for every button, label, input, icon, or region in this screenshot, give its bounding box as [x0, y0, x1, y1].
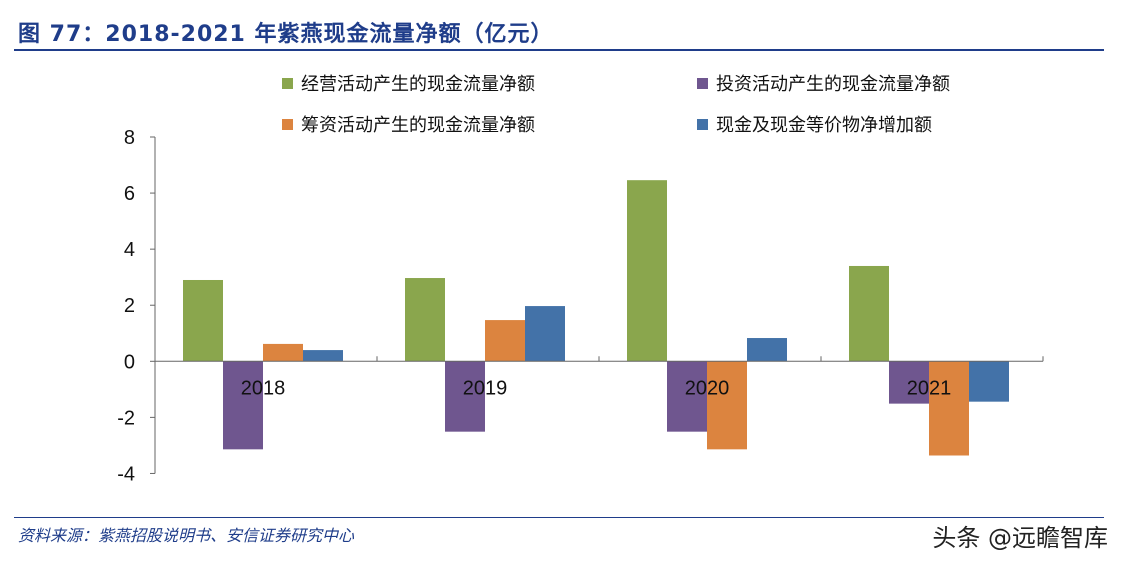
legend-swatch: [282, 118, 293, 130]
legend-swatch: [697, 77, 708, 89]
bar-2021-series-3: [969, 361, 1009, 402]
x-tick-label: 2019: [463, 377, 508, 399]
bar-2021-series-2: [929, 361, 969, 456]
bar-2018-series-2: [263, 343, 303, 362]
x-tick-label: 2018: [241, 377, 286, 399]
legend-swatch: [697, 118, 708, 130]
bar-2019-series-0: [405, 278, 445, 362]
bar-2020-series-0: [627, 180, 667, 362]
bar-2021-series-1: [889, 361, 929, 404]
bar-2020-series-1: [667, 361, 707, 432]
y-tick-label: 6: [124, 183, 135, 205]
source-note: 资料来源：紫燕招股说明书、安信证券研究中心: [18, 526, 355, 545]
bar-2018-series-3: [303, 350, 343, 362]
bar-2020-series-3: [747, 338, 787, 362]
y-tick-label: -4: [117, 463, 135, 485]
bar-2019-series-3: [525, 306, 565, 362]
x-tick-label: 2021: [907, 377, 952, 399]
legend-swatch: [282, 77, 293, 89]
cash-flow-bar-chart: -4 -2 0 2 4 6 8 2018 2019 2020 2021: [117, 127, 1044, 485]
bar-2018-series-1: [223, 361, 263, 450]
bar-2018-series-0: [183, 279, 223, 362]
legend-label: 筹资活动产生的现金流量净额: [301, 115, 535, 136]
legend-item: 现金及现金等价物净增加额: [697, 111, 932, 137]
source-divider: [14, 517, 1104, 518]
legend-label: 投资活动产生的现金流量净额: [716, 74, 950, 95]
bar-2020-series-2: [707, 361, 747, 450]
figure-title: 图 77：2018-2021 年紫燕现金流量净额（亿元）: [18, 22, 554, 47]
title-divider: [14, 49, 1104, 51]
y-tick-label: 4: [124, 239, 135, 261]
legend-label: 经营活动产生的现金流量净额: [301, 74, 535, 95]
bar-2019-series-2: [485, 320, 525, 362]
watermark: 头条 @远瞻智库: [932, 524, 1108, 552]
y-tick-label: 0: [124, 351, 135, 373]
bar-2021-series-0: [849, 265, 889, 362]
legend-item: 投资活动产生的现金流量净额: [697, 70, 950, 96]
y-tick-label: 8: [124, 127, 135, 149]
y-tick-label: -2: [117, 407, 135, 429]
y-tick-label: 2: [124, 295, 135, 317]
x-tick-label: 2020: [685, 377, 730, 399]
legend-item: 筹资活动产生的现金流量净额: [282, 111, 535, 137]
bar-2019-series-1: [445, 361, 485, 432]
legend-item: 经营活动产生的现金流量净额: [282, 70, 535, 96]
legend-label: 现金及现金等价物净增加额: [716, 115, 932, 136]
